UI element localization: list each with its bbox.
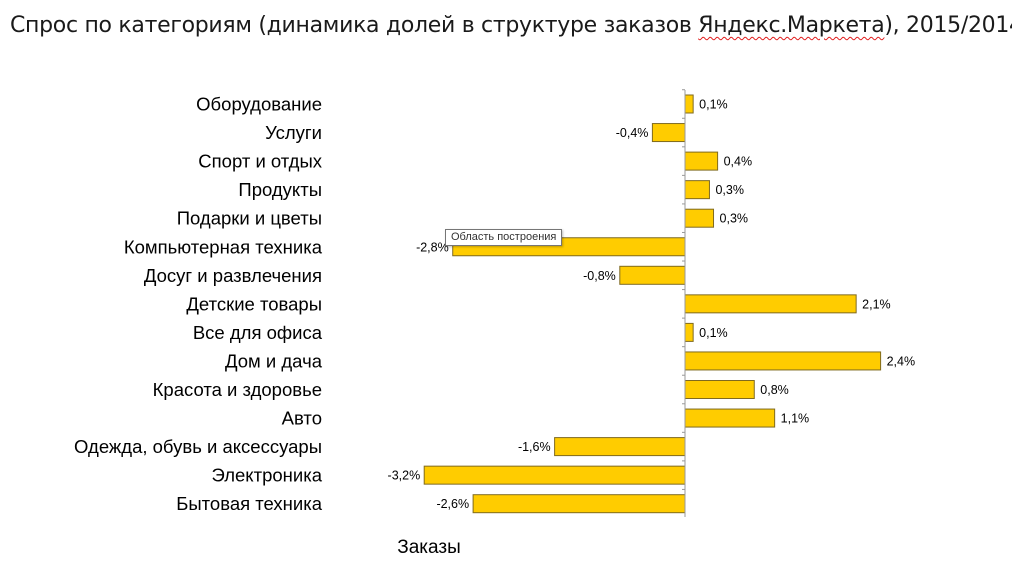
category-label: Подарки и цветы bbox=[177, 208, 322, 229]
bar[interactable] bbox=[423, 465, 686, 485]
bar[interactable] bbox=[651, 123, 686, 143]
category-label: Бытовая техника bbox=[176, 493, 323, 514]
chart-title: Спрос по категориям (динамика долей в ст… bbox=[10, 13, 1012, 38]
data-label: 0,8% bbox=[760, 383, 789, 397]
bar[interactable] bbox=[684, 180, 710, 200]
category-label: Красота и здоровье bbox=[153, 379, 322, 400]
bar[interactable] bbox=[472, 494, 686, 514]
data-label: -1,6% bbox=[518, 440, 551, 454]
data-label: -0,8% bbox=[583, 269, 616, 283]
title-part-2-spellcheck: Яндекс.Маркета bbox=[698, 13, 885, 38]
category-label: Спорт и отдых bbox=[198, 151, 322, 172]
data-label: 2,1% bbox=[862, 297, 891, 311]
category-label: Продукты bbox=[238, 179, 322, 200]
category-label: Одежда, обувь и аксессуары bbox=[74, 436, 322, 457]
data-label: 0,3% bbox=[715, 183, 744, 197]
data-label: 0,1% bbox=[699, 326, 728, 340]
data-label: 2,4% bbox=[887, 354, 916, 368]
title-part-1: Спрос по категориям (динамика долей в ст… bbox=[10, 13, 699, 38]
category-label: Компьютерная техника bbox=[124, 236, 323, 257]
data-label: 0,1% bbox=[699, 98, 728, 112]
bar[interactable] bbox=[619, 265, 686, 285]
data-label: -0,4% bbox=[616, 126, 649, 140]
data-label: -2,8% bbox=[416, 240, 449, 254]
bar[interactable] bbox=[554, 437, 686, 457]
bar[interactable] bbox=[684, 408, 776, 428]
title-part-3: ), 2015/2014 bbox=[884, 13, 1012, 38]
bar[interactable] bbox=[684, 151, 719, 171]
data-label: -2,6% bbox=[436, 497, 469, 511]
category-label: Услуги bbox=[265, 122, 322, 143]
category-label: Все для офиса bbox=[193, 322, 323, 343]
category-label: Детские товары bbox=[186, 293, 322, 314]
category-label: Оборудование bbox=[196, 94, 322, 115]
data-label: 0,4% bbox=[724, 155, 753, 169]
data-label: -3,2% bbox=[388, 469, 421, 483]
category-label: Авто bbox=[282, 408, 322, 429]
category-label: Досуг и развлечения bbox=[144, 265, 322, 286]
bar[interactable] bbox=[684, 208, 715, 228]
x-axis-label: Заказы bbox=[397, 537, 461, 558]
data-label: 1,1% bbox=[781, 412, 810, 426]
bar[interactable] bbox=[684, 322, 694, 342]
category-label: Электроника bbox=[212, 465, 323, 486]
bar[interactable] bbox=[684, 94, 694, 114]
bar[interactable] bbox=[684, 294, 857, 314]
category-label: Дом и дача bbox=[225, 350, 323, 371]
plot-area-tooltip: Область построения bbox=[445, 229, 563, 246]
bar[interactable] bbox=[684, 351, 882, 371]
bar[interactable] bbox=[684, 380, 755, 399]
data-label: 0,3% bbox=[720, 212, 749, 226]
